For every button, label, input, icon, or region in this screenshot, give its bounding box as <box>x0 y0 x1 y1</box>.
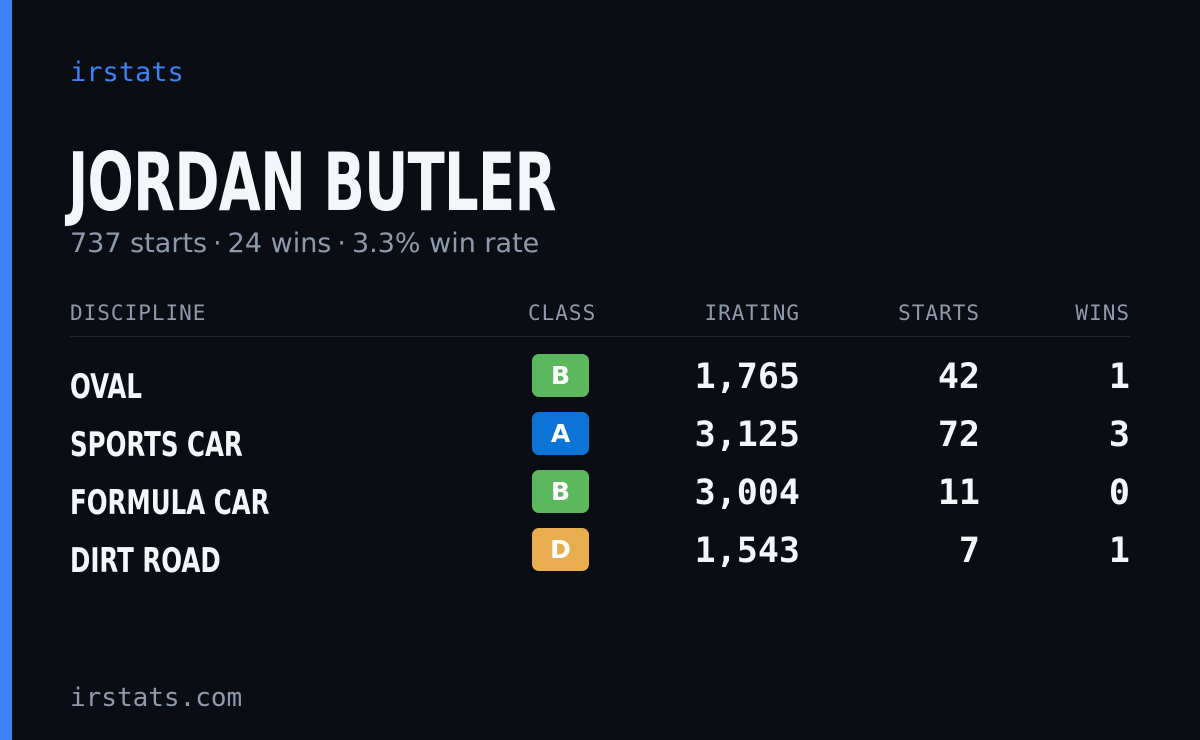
wins-value: 3 <box>1108 415 1130 455</box>
column-header-wins: WINS <box>1075 301 1130 325</box>
accent-bar <box>0 0 12 740</box>
summary-win-rate: 3.3% win rate <box>351 228 540 259</box>
irating-value: 3,125 <box>694 415 800 455</box>
summary-separator: · <box>337 228 346 259</box>
table-row: DIRT ROAD D 1,543 7 1 <box>70 528 1130 586</box>
column-header-discipline: DISCIPLINE <box>70 301 207 325</box>
column-header-irating: IRATING <box>704 301 800 325</box>
summary-separator: · <box>213 228 222 259</box>
column-header-starts: STARTS <box>898 301 980 325</box>
starts-value: 11 <box>937 473 980 513</box>
starts-value: 72 <box>937 415 980 455</box>
starts-value: 42 <box>937 357 980 397</box>
driver-summary: 737 starts · 24 wins · 3.3% win rate <box>70 226 539 262</box>
summary-wins: 24 wins <box>227 228 332 259</box>
footer-url[interactable]: irstats.com <box>70 683 243 713</box>
wins-value: 0 <box>1108 473 1130 513</box>
irating-value: 1,765 <box>694 357 800 397</box>
license-class-badge: D <box>532 528 589 571</box>
table-row: FORMULA CAR B 3,004 11 0 <box>70 470 1130 528</box>
wins-value: 1 <box>1108 357 1130 397</box>
discipline-name: FORMULA CAR <box>70 483 270 523</box>
discipline-stats-table: DISCIPLINE CLASS IRATING STARTS WINS OVA… <box>70 296 1130 586</box>
brand-logo[interactable]: irstats <box>70 57 184 88</box>
table-row: OVAL B 1,765 42 1 <box>70 354 1130 412</box>
column-header-class: CLASS <box>528 301 597 325</box>
wins-value: 1 <box>1108 531 1130 571</box>
license-class-badge: B <box>532 470 589 513</box>
table-body: OVAL B 1,765 42 1 SPORTS CAR A 3,125 72 … <box>70 354 1130 586</box>
license-class-badge: A <box>532 412 589 455</box>
table-row: SPORTS CAR A 3,125 72 3 <box>70 412 1130 470</box>
table-header: DISCIPLINE CLASS IRATING STARTS WINS <box>70 296 1130 337</box>
license-class-badge: B <box>532 354 589 397</box>
irating-value: 3,004 <box>694 473 800 513</box>
discipline-name: OVAL <box>70 367 142 407</box>
summary-starts: 737 starts <box>70 228 208 259</box>
irating-value: 1,543 <box>694 531 800 571</box>
starts-value: 7 <box>958 531 980 571</box>
discipline-name: SPORTS CAR <box>70 425 243 465</box>
driver-name: JORDAN BUTLER <box>68 136 556 229</box>
discipline-name: DIRT ROAD <box>70 541 221 581</box>
